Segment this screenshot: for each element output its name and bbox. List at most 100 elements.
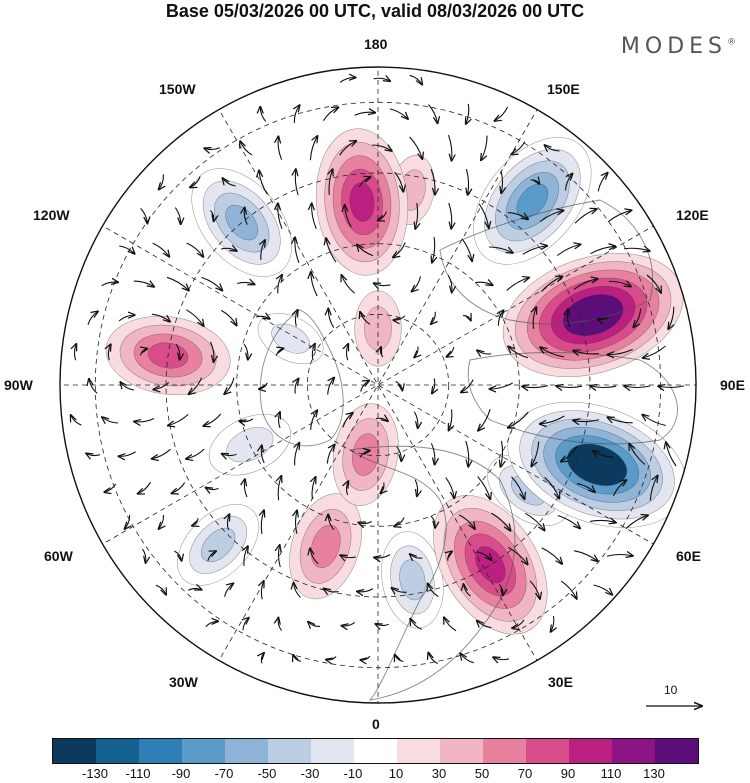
wind-arrow [478, 203, 489, 228]
wind-arrow [140, 208, 148, 223]
wind-arrow [360, 380, 370, 392]
wind-arrow [375, 418, 388, 421]
wind-arrow [666, 442, 677, 467]
wind-arrow [102, 417, 119, 423]
wind-arrow [326, 238, 337, 263]
wind-arrow [168, 413, 189, 425]
wind-arrow [74, 344, 76, 361]
wind-arrow [511, 476, 525, 500]
wind-arrow [261, 653, 264, 664]
wind-arrow [360, 312, 371, 325]
wind-arrow [561, 446, 578, 461]
wind-arrow [261, 581, 263, 600]
wind-arrow [573, 420, 600, 422]
wind-vectors [71, 75, 685, 665]
wind-arrow [311, 272, 318, 297]
wind-arrow [104, 483, 117, 492]
wind-arrow [475, 282, 493, 285]
wind-arrow [607, 210, 631, 223]
wind-arrow [511, 141, 526, 155]
colorbar-swatch [483, 739, 526, 763]
wind-arrow [551, 615, 554, 632]
wind-arrow [346, 344, 348, 361]
wind-arrow [295, 169, 299, 196]
wind-arrow [261, 240, 265, 261]
wind-arrow [395, 655, 404, 662]
wind-arrow [414, 346, 418, 358]
wind-arrow [309, 136, 317, 161]
wind-arrow [556, 244, 580, 257]
wind-arrow [205, 621, 218, 628]
wind-arrow [339, 78, 356, 83]
brand-name: MODES [620, 34, 727, 59]
wind-arrow [643, 345, 666, 358]
wind-arrow [186, 309, 203, 326]
wind-arrow [133, 281, 154, 287]
lon-label-90w: 90W [4, 377, 33, 393]
wind-arrow [151, 313, 170, 322]
vector-scale-label: 10 [664, 683, 678, 697]
wind-arrow [544, 476, 560, 498]
wind-arrow [414, 479, 417, 497]
wind-arrow [243, 618, 249, 631]
wind-arrow [259, 170, 268, 195]
wind-arrow [341, 621, 356, 625]
wind-arrow [380, 482, 384, 494]
colorbar-tick-label: -50 [257, 766, 277, 781]
wind-arrow [530, 180, 540, 184]
colorbar-swatch [569, 739, 612, 763]
lon-label-30w: 30W [169, 674, 198, 690]
wind-arrow [244, 546, 248, 566]
colorbar-swatch [225, 739, 268, 763]
wind-arrow [346, 481, 348, 496]
colorbar-swatch [354, 739, 397, 763]
wind-arrow [410, 619, 423, 630]
wind-arrow [358, 177, 370, 188]
wind-arrow [279, 412, 281, 429]
wind-arrow [539, 210, 563, 223]
wind-arrow [489, 382, 513, 389]
anomaly-contour [349, 182, 375, 222]
wind-arrow [444, 617, 457, 632]
wind-arrow [166, 276, 189, 290]
wind-arrow [658, 386, 685, 388]
colorbar-swatch [612, 739, 655, 763]
wind-arrow [393, 242, 406, 258]
wind-arrow [573, 550, 598, 562]
anomaly-contour [516, 183, 549, 218]
wind-arrow [192, 518, 198, 526]
wind-arrow [432, 237, 435, 263]
wind-arrow [186, 448, 205, 459]
wind-arrow [540, 347, 565, 358]
wind-arrow [501, 170, 503, 194]
wind-arrow [329, 169, 333, 195]
wind-arrow [607, 417, 633, 423]
wind-arrow [428, 652, 438, 665]
wind-arrow [308, 622, 321, 627]
wind-arrow [525, 512, 544, 530]
wind-arrow [89, 379, 98, 394]
wind-arrow [354, 112, 376, 116]
wind-arrow [393, 315, 406, 320]
wind-arrow [448, 551, 452, 561]
wind-arrow [295, 310, 297, 327]
wind-arrow [533, 307, 536, 329]
colorbar-tick-label: 110 [600, 766, 622, 781]
coastline [259, 309, 344, 447]
wind-arrow [478, 409, 491, 431]
wind-arrow [477, 350, 492, 354]
wind-arrow [522, 246, 548, 255]
wind-arrow [431, 311, 436, 324]
wind-arrow [87, 311, 98, 325]
wind-arrow [512, 619, 525, 628]
wind-arrow [357, 588, 374, 592]
wind-arrow [477, 476, 491, 500]
map-title: Base 05/03/2026 00 UTC, valid 08/03/2026… [165, 1, 585, 21]
wind-arrow [221, 309, 236, 325]
wind-arrow [391, 588, 407, 592]
wind-arrow [608, 281, 631, 286]
wind-arrow [260, 107, 267, 122]
wind-arrow [275, 348, 283, 356]
wind-arrow [624, 248, 650, 251]
